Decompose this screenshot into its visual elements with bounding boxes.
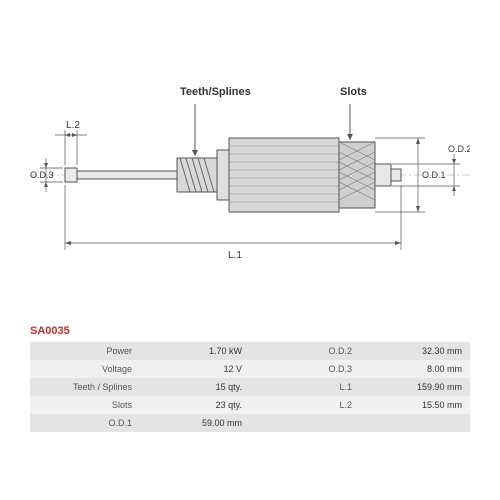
spec-value: 23 qty. bbox=[140, 396, 250, 414]
dim-od3: O.D.3 bbox=[30, 170, 54, 180]
spec-label: Teeth / Splines bbox=[30, 378, 140, 396]
spec-value: 15 qty. bbox=[140, 378, 250, 396]
dim-l1: L.1 bbox=[228, 250, 242, 261]
table-row: Power 1.70 kW O.D.2 32.30 mm bbox=[30, 342, 470, 360]
spec-label: L.2 bbox=[250, 396, 360, 414]
spec-value: 8.00 mm bbox=[360, 360, 470, 378]
spec-label: Voltage bbox=[30, 360, 140, 378]
part-code: SA0035 bbox=[30, 325, 70, 337]
spec-label: O.D.2 bbox=[250, 342, 360, 360]
spec-value: 15.50 mm bbox=[360, 396, 470, 414]
specs-table: Power 1.70 kW O.D.2 32.30 mm Voltage 12 … bbox=[30, 342, 470, 432]
spec-value: 159.90 mm bbox=[360, 378, 470, 396]
dim-od1: O.D.1 bbox=[422, 170, 446, 180]
technical-diagram: Teeth/Splines Slots bbox=[30, 80, 470, 280]
spec-label: O.D.3 bbox=[250, 360, 360, 378]
spec-value bbox=[360, 414, 470, 432]
teeth-splines-label: Teeth/Splines bbox=[180, 86, 251, 98]
spec-label: L.1 bbox=[250, 378, 360, 396]
armature-drawing: L.2 O.D.3 O.D.1 O.D.2 L.1 bbox=[30, 80, 470, 280]
table-row: Teeth / Splines 15 qty. L.1 159.90 mm bbox=[30, 378, 470, 396]
table-row: O.D.1 59.00 mm bbox=[30, 414, 470, 432]
spec-label: O.D.1 bbox=[30, 414, 140, 432]
spec-label: Power bbox=[30, 342, 140, 360]
spec-value: 1.70 kW bbox=[140, 342, 250, 360]
slots-label: Slots bbox=[340, 86, 367, 98]
dim-od2: O.D.2 bbox=[448, 144, 470, 154]
table-row: Voltage 12 V O.D.3 8.00 mm bbox=[30, 360, 470, 378]
table-row: Slots 23 qty. L.2 15.50 mm bbox=[30, 396, 470, 414]
spec-label bbox=[250, 414, 360, 432]
spec-label: Slots bbox=[30, 396, 140, 414]
spec-value: 32.30 mm bbox=[360, 342, 470, 360]
spec-value: 59.00 mm bbox=[140, 414, 250, 432]
spec-value: 12 V bbox=[140, 360, 250, 378]
dim-l2: L.2 bbox=[66, 120, 80, 131]
